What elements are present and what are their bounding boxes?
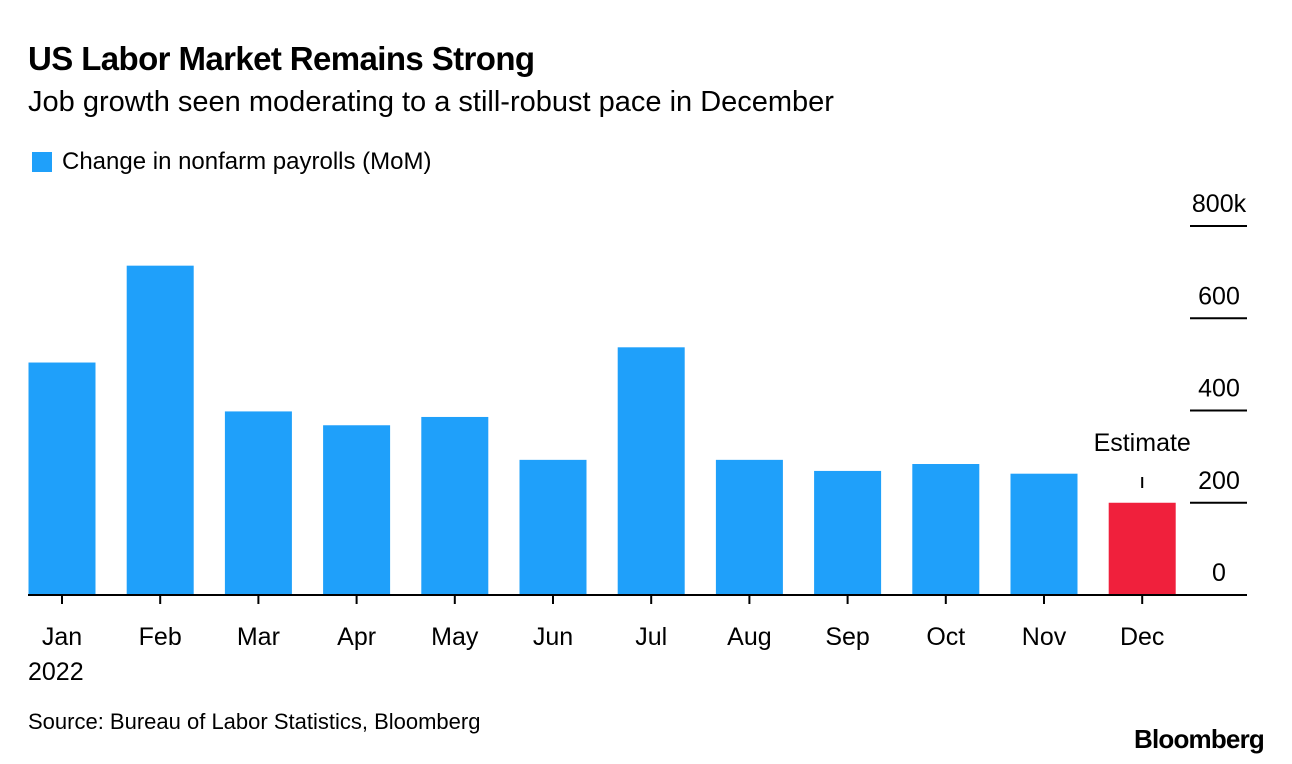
x-tick-label: Oct: [926, 623, 965, 651]
x-tick-label: Aug: [727, 623, 771, 651]
y-tick-label: 0: [1212, 559, 1226, 587]
bar-estimate: [1108, 502, 1176, 595]
x-tick-label: Jul: [635, 623, 667, 651]
x-tick-label: Sep: [825, 623, 869, 651]
y-tick-label: 400: [1198, 375, 1240, 403]
x-tick-label: Jun: [533, 623, 573, 651]
bar: [1010, 473, 1078, 595]
legend-label: Change in nonfarm payrolls (MoM): [62, 148, 432, 175]
bar: [323, 425, 391, 595]
y-tick-label: 800k: [1192, 190, 1247, 218]
chart-title: US Labor Market Remains Strong: [28, 40, 535, 77]
y-tick-label: 600: [1198, 282, 1240, 310]
bar: [224, 411, 292, 595]
bar: [519, 459, 587, 595]
y-tick-label: 200: [1198, 467, 1240, 495]
legend-swatch: [32, 152, 52, 172]
brand-logo: Bloomberg: [1133, 724, 1265, 754]
bar: [912, 464, 980, 595]
x-tick-label: Mar: [237, 623, 280, 651]
legend: Change in nonfarm payrolls (MoM): [32, 148, 431, 176]
x-tick-label: Feb: [139, 623, 182, 651]
chart-subtitle: Job growth seen moderating to a still-ro…: [28, 86, 834, 118]
x-year-label: 2022: [28, 658, 84, 686]
x-tick-label: Apr: [337, 623, 376, 651]
bar: [421, 416, 489, 595]
x-tick-label: May: [431, 623, 479, 651]
x-tick-label: Nov: [1022, 623, 1067, 651]
annotation-label: Estimate: [1094, 429, 1191, 457]
x-tick-label: Dec: [1120, 623, 1164, 651]
bar: [28, 362, 96, 595]
bar: [617, 347, 685, 595]
source-note: Source: Bureau of Labor Statistics, Bloo…: [28, 709, 481, 734]
bar: [715, 459, 783, 595]
bar: [126, 265, 194, 595]
bar: [814, 470, 882, 595]
x-tick-label: Jan: [42, 623, 82, 651]
